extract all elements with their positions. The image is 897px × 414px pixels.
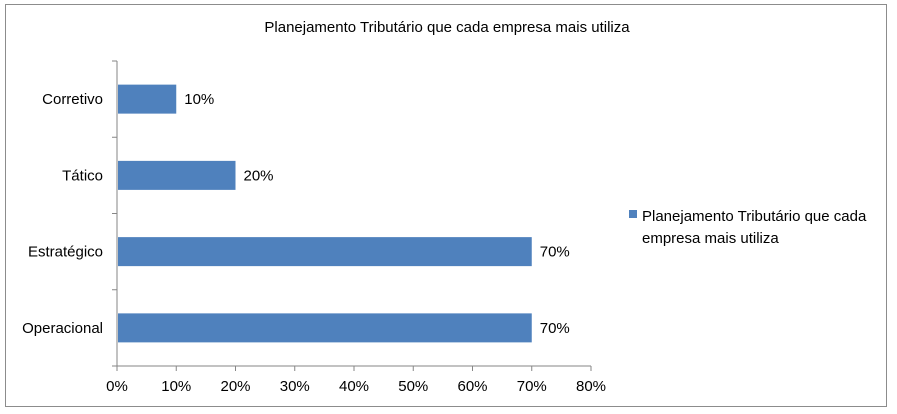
x-tick-label: 20% [220,378,250,395]
legend: Planejamento Tributário que cada empresa… [629,208,867,247]
legend-label-line-2: empresa mais utiliza [642,230,779,247]
x-tick-label: 30% [280,378,310,395]
x-tick-label: 50% [398,378,428,395]
data-label: 20% [244,167,274,184]
x-tick-label: 60% [457,378,487,395]
category-label: Corretivo [42,91,103,108]
x-tick-label: 40% [339,378,369,395]
x-tick-label: 10% [161,378,191,395]
legend-swatch [629,210,637,218]
bar [118,160,236,190]
bar [118,313,532,343]
category-label: Operacional [22,320,103,337]
bar [118,84,177,114]
plot-area: 0% 10% 20% 30% 40% 50% 60% 70% 80% Corretivo 10% Tá… [22,60,606,395]
x-tick-label: 80% [576,378,606,395]
data-label: 10% [184,91,214,108]
legend-label-line-1: Planejamento Tributário que cada [642,208,867,225]
x-tick-label: 0% [106,378,128,395]
data-label: 70% [540,244,570,261]
category-label: Tático [62,167,103,184]
data-label: 70% [540,320,570,337]
x-tick-label: 70% [517,378,547,395]
category-label: Estratégico [28,244,103,261]
chart-title: Planejamento Tributário que cada empresa… [264,19,630,36]
bar [118,237,532,267]
